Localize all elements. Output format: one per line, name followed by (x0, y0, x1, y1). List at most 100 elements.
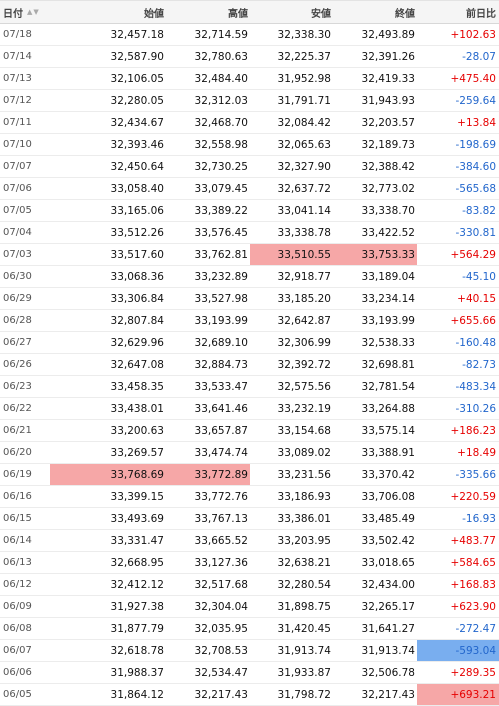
cell-open: 31,988.37 (110, 666, 164, 679)
table-row: 06/09 31,927.38 32,304.04 31,898.75 32,265.1… (0, 596, 499, 618)
table-row: 07/11 32,434.67 32,468.70 32,084.42 32,203.5… (0, 112, 499, 134)
table-row: 07/13 32,106.05 32,484.40 31,952.98 32,419.3… (0, 68, 499, 90)
cell-date: 06/22 (3, 403, 32, 414)
cell-close: 32,189.73 (361, 138, 415, 151)
table-row: 06/29 33,306.84 33,527.98 33,185.20 33,234.1… (0, 288, 499, 310)
column-header-open[interactable]: 始値 (144, 8, 164, 20)
cell-open: 32,457.18 (110, 28, 164, 41)
cell-change: +102.63 (450, 28, 496, 41)
cell-change: -310.26 (455, 402, 496, 415)
cell-close: 33,502.42 (361, 534, 415, 547)
cell-date: 06/20 (3, 447, 32, 458)
cell-change: +168.83 (450, 578, 496, 591)
table-row: 06/06 31,988.37 32,534.47 31,933.87 32,506.7… (0, 662, 499, 684)
cell-high: 32,884.73 (194, 358, 248, 371)
cell-date: 07/11 (3, 117, 32, 128)
cell-date: 07/13 (3, 73, 32, 84)
cell-open: 32,618.78 (110, 644, 164, 657)
cell-open: 32,807.84 (110, 314, 164, 327)
cell-open: 33,165.06 (110, 204, 164, 217)
table-row: 07/12 32,280.05 32,312.03 31,791.71 31,943.9… (0, 90, 499, 112)
cell-date: 06/05 (3, 689, 32, 700)
cell-change: -335.66 (455, 468, 496, 481)
table-row: 06/30 33,068.36 33,232.89 32,918.77 33,189.0… (0, 266, 499, 288)
cell-change: -330.81 (455, 226, 496, 239)
table-row: 06/08 31,877.79 32,035.95 31,420.45 31,641.2… (0, 618, 499, 640)
table-row: 06/15 33,493.69 33,767.13 33,386.01 33,485.4… (0, 508, 499, 530)
cell-open: 32,434.67 (110, 116, 164, 129)
column-header-high[interactable]: 高値 (228, 8, 248, 20)
table-row: 06/14 33,331.47 33,665.52 33,203.95 33,502.4… (0, 530, 499, 552)
table-row: 07/18 32,457.18 32,714.59 32,338.30 32,493.8… (0, 24, 499, 46)
cell-open: 31,927.38 (110, 600, 164, 613)
cell-close: 32,698.81 (361, 358, 415, 371)
table-row: 07/07 32,450.64 32,730.25 32,327.90 32,388.4… (0, 156, 499, 178)
column-header-close[interactable]: 終値 (395, 8, 415, 20)
cell-date: 06/14 (3, 535, 32, 546)
cell-low: 33,185.20 (277, 292, 331, 305)
cell-high: 33,772.76 (194, 490, 248, 503)
cell-close: 32,203.57 (361, 116, 415, 129)
cell-high: 33,767.13 (194, 512, 248, 525)
cell-close: 32,538.33 (361, 336, 415, 349)
table-row: 06/23 33,458.35 33,533.47 32,575.56 32,781.5… (0, 376, 499, 398)
cell-open: 32,647.08 (110, 358, 164, 371)
cell-high: 32,517.68 (194, 578, 248, 591)
cell-date: 06/16 (3, 491, 32, 502)
cell-open: 33,512.26 (110, 226, 164, 239)
cell-close: 33,338.70 (361, 204, 415, 217)
cell-high: 33,657.87 (194, 424, 248, 437)
cell-high: 32,217.43 (194, 688, 248, 701)
cell-open: 33,438.01 (110, 402, 164, 415)
cell-low: 32,280.54 (277, 578, 331, 591)
sort-arrows-icon[interactable]: ▲▼ (27, 8, 40, 16)
column-header-date[interactable]: 日付 ▲▼ (0, 1, 50, 23)
cell-change: +289.35 (450, 666, 496, 679)
cell-high: 33,079.45 (194, 182, 248, 195)
cell-change: +475.40 (450, 72, 496, 85)
cell-low: 32,575.56 (277, 380, 331, 393)
cell-close: 33,575.14 (361, 424, 415, 437)
cell-low: 32,225.37 (277, 50, 331, 63)
cell-change: -45.10 (462, 270, 496, 283)
cell-low: 32,084.42 (277, 116, 331, 129)
cell-high: 32,730.25 (194, 160, 248, 173)
cell-date: 06/28 (3, 315, 32, 326)
cell-change: -384.60 (455, 160, 496, 173)
cell-low: 33,338.78 (277, 226, 331, 239)
cell-high: 32,689.10 (194, 336, 248, 349)
cell-close: 33,370.42 (361, 468, 415, 481)
cell-change: -28.07 (462, 50, 496, 63)
cell-change: +584.65 (450, 556, 496, 569)
cell-change: +220.59 (450, 490, 496, 503)
cell-low: 32,637.72 (277, 182, 331, 195)
cell-low: 33,232.19 (277, 402, 331, 415)
cell-open: 33,200.63 (110, 424, 164, 437)
cell-close: 33,264.88 (361, 402, 415, 415)
cell-date: 06/07 (3, 645, 32, 656)
cell-date: 06/06 (3, 667, 32, 678)
table-header: 日付 ▲▼ 始値 高値 安値 終値 前日比 (0, 0, 499, 24)
cell-change: -272.47 (455, 622, 496, 635)
cell-high: 33,576.45 (194, 226, 248, 239)
cell-change: -565.68 (455, 182, 496, 195)
column-header-low[interactable]: 安値 (311, 8, 331, 20)
cell-low: 33,041.14 (277, 204, 331, 217)
cell-low: 31,898.75 (277, 600, 331, 613)
cell-high: 32,558.98 (194, 138, 248, 151)
cell-change: -160.48 (455, 336, 496, 349)
cell-low: 31,791.71 (277, 94, 331, 107)
cell-close: 32,388.42 (361, 160, 415, 173)
column-header-change[interactable]: 前日比 (466, 8, 496, 20)
table-row: 06/26 32,647.08 32,884.73 32,392.72 32,698.8… (0, 354, 499, 376)
cell-date: 07/04 (3, 227, 32, 238)
cell-high: 33,533.47 (194, 380, 248, 393)
cell-low: 31,420.45 (277, 622, 331, 635)
table-row: 07/14 32,587.90 32,780.63 32,225.37 32,391.2… (0, 46, 499, 68)
cell-open: 33,768.69 (50, 464, 166, 485)
cell-close: 33,388.91 (361, 446, 415, 459)
cell-low: 33,231.56 (277, 468, 331, 481)
table-row: 06/05 31,864.12 32,217.43 31,798.72 32,217.4… (0, 684, 499, 706)
cell-open: 32,280.05 (110, 94, 164, 107)
